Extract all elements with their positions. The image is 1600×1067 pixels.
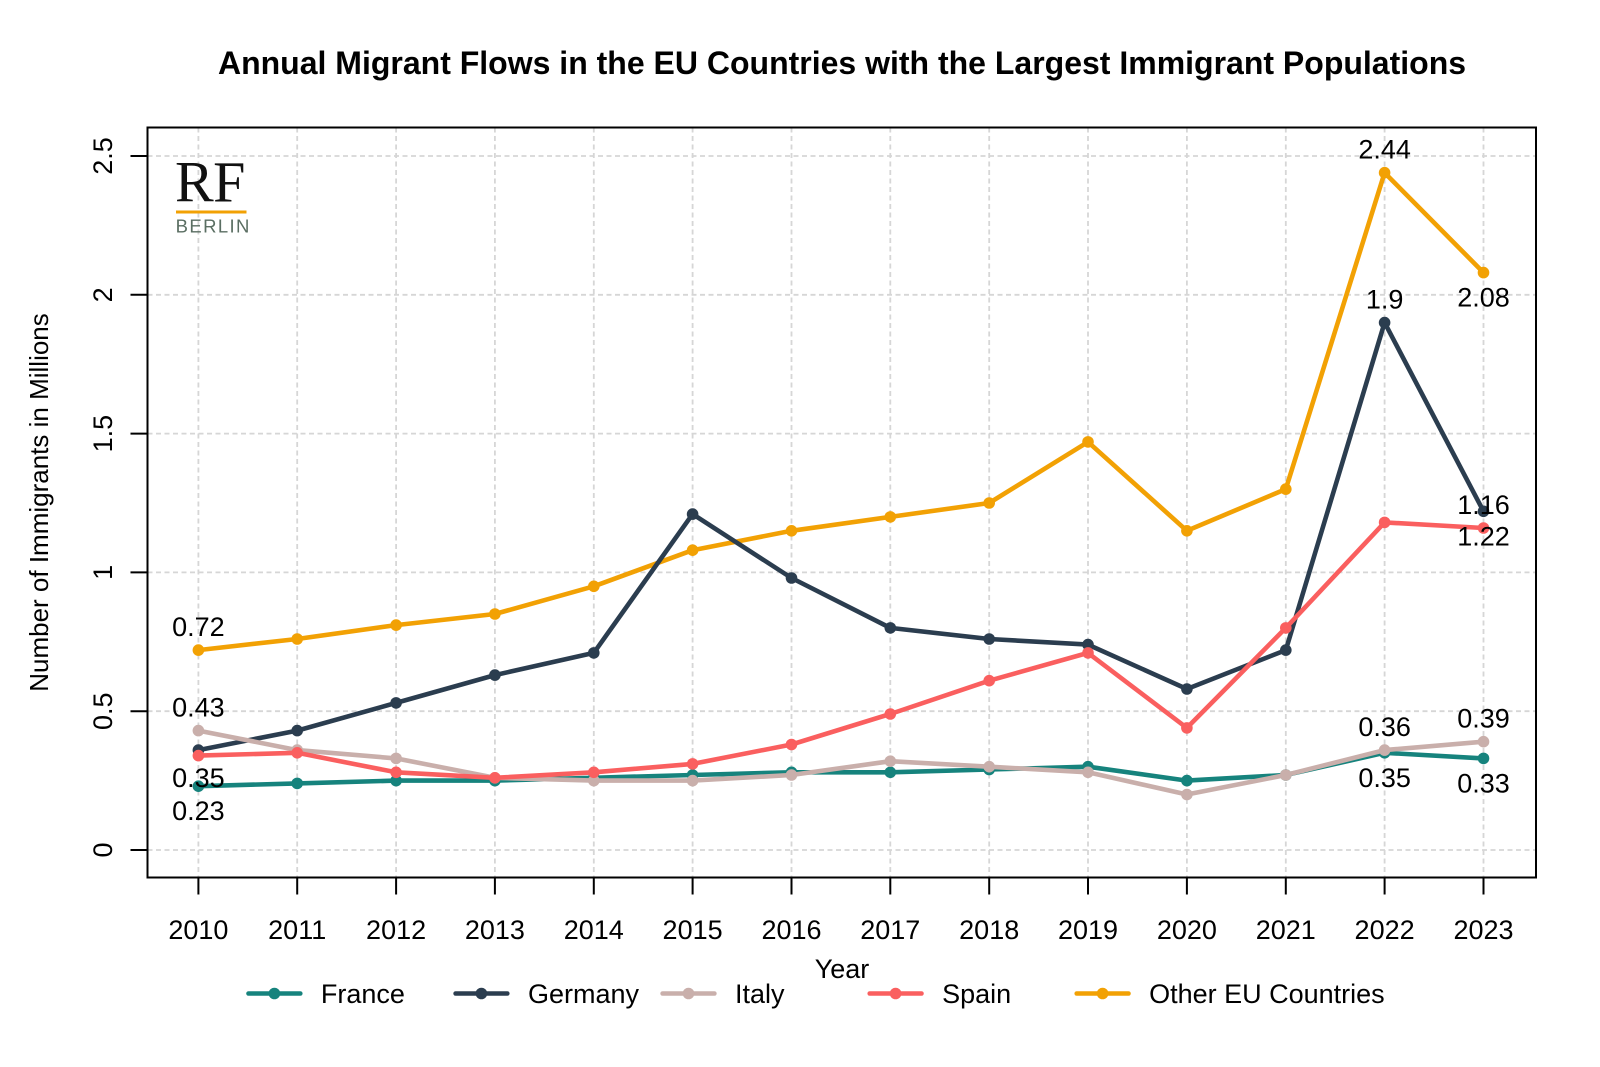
svg-text:0.43: 0.43 bbox=[172, 693, 225, 723]
svg-text:Germany: Germany bbox=[528, 979, 640, 1009]
svg-text:2023: 2023 bbox=[1453, 915, 1513, 945]
svg-text:RF: RF bbox=[175, 150, 245, 215]
svg-text:2010: 2010 bbox=[168, 915, 228, 945]
svg-text:Number of Immigrants in Millio: Number of Immigrants in Millions bbox=[24, 313, 54, 692]
svg-text:0.35: 0.35 bbox=[1358, 763, 1411, 793]
svg-text:1.22: 1.22 bbox=[1457, 521, 1510, 551]
svg-text:Italy: Italy bbox=[735, 979, 785, 1009]
svg-text:1.16: 1.16 bbox=[1457, 490, 1510, 520]
svg-text:2015: 2015 bbox=[663, 915, 723, 945]
svg-text:2: 2 bbox=[88, 287, 118, 302]
svg-text:0.39: 0.39 bbox=[1457, 704, 1510, 734]
svg-text:2018: 2018 bbox=[959, 915, 1019, 945]
svg-text:0.72: 0.72 bbox=[172, 612, 225, 642]
svg-text:2017: 2017 bbox=[860, 915, 920, 945]
svg-text:1: 1 bbox=[88, 565, 118, 580]
svg-text:Year: Year bbox=[815, 954, 870, 984]
svg-text:2014: 2014 bbox=[564, 915, 624, 945]
svg-text:0.36: 0.36 bbox=[1358, 712, 1411, 742]
svg-text:0.35: 0.35 bbox=[172, 763, 225, 793]
svg-text:0: 0 bbox=[88, 842, 118, 857]
svg-text:2019: 2019 bbox=[1058, 915, 1118, 945]
svg-text:2022: 2022 bbox=[1355, 915, 1415, 945]
svg-text:2012: 2012 bbox=[366, 915, 426, 945]
svg-text:2021: 2021 bbox=[1256, 915, 1316, 945]
svg-text:BERLIN: BERLIN bbox=[176, 215, 251, 236]
svg-text:1.9: 1.9 bbox=[1366, 285, 1404, 315]
svg-text:Annual Migrant Flows in the EU: Annual Migrant Flows in the EU Countries… bbox=[218, 45, 1466, 81]
svg-text:2.5: 2.5 bbox=[88, 137, 118, 175]
svg-text:2013: 2013 bbox=[465, 915, 525, 945]
svg-text:0.5: 0.5 bbox=[88, 692, 118, 730]
svg-text:2016: 2016 bbox=[761, 915, 821, 945]
svg-text:France: France bbox=[321, 979, 405, 1009]
svg-text:0.23: 0.23 bbox=[172, 796, 225, 826]
svg-text:2.08: 2.08 bbox=[1457, 283, 1510, 313]
svg-text:0.33: 0.33 bbox=[1457, 768, 1510, 798]
svg-text:Other EU Countries: Other EU Countries bbox=[1149, 979, 1385, 1009]
svg-text:2011: 2011 bbox=[268, 915, 326, 945]
svg-text:2020: 2020 bbox=[1157, 915, 1217, 945]
svg-text:1.5: 1.5 bbox=[88, 415, 118, 453]
svg-text:Spain: Spain bbox=[942, 979, 1011, 1009]
svg-text:2.44: 2.44 bbox=[1358, 135, 1411, 165]
